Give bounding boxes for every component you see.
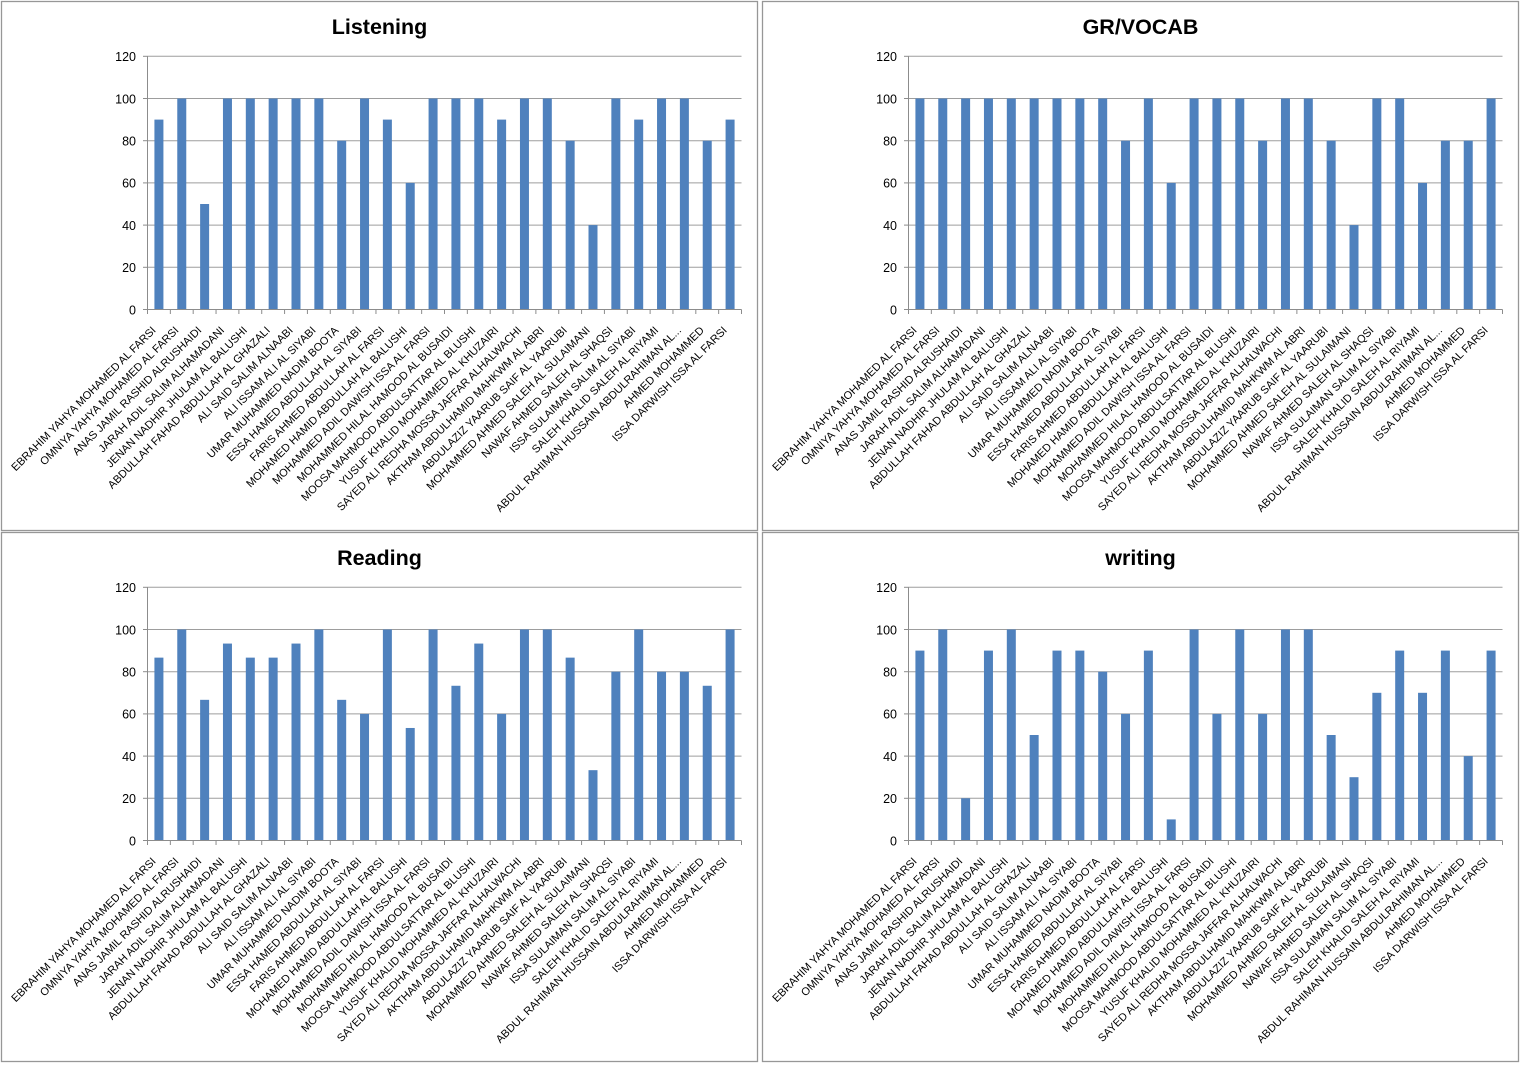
svg-text:100: 100 (876, 623, 897, 637)
svg-text:120: 120 (115, 581, 136, 595)
svg-text:20: 20 (883, 792, 897, 806)
svg-text:40: 40 (883, 219, 897, 233)
svg-text:100: 100 (115, 623, 136, 637)
svg-text:0: 0 (890, 834, 897, 848)
svg-text:40: 40 (883, 750, 897, 764)
svg-text:60: 60 (122, 708, 136, 722)
svg-text:20: 20 (883, 261, 897, 275)
svg-text:80: 80 (883, 666, 897, 680)
svg-text:GR/VOCAB: GR/VOCAB (1083, 15, 1199, 39)
svg-text:60: 60 (122, 177, 136, 191)
svg-text:60: 60 (883, 177, 897, 191)
svg-text:Listening: Listening (332, 15, 428, 39)
svg-text:writing: writing (1104, 546, 1175, 570)
svg-text:Reading: Reading (337, 546, 422, 570)
svg-text:80: 80 (122, 666, 136, 680)
svg-text:120: 120 (115, 50, 136, 64)
svg-text:120: 120 (876, 50, 897, 64)
svg-text:20: 20 (122, 792, 136, 806)
svg-text:100: 100 (115, 92, 136, 106)
svg-text:0: 0 (129, 834, 136, 848)
svg-text:0: 0 (890, 303, 897, 317)
svg-text:20: 20 (122, 261, 136, 275)
svg-text:120: 120 (876, 581, 897, 595)
svg-text:40: 40 (122, 750, 136, 764)
svg-text:100: 100 (876, 92, 897, 106)
svg-text:80: 80 (883, 135, 897, 149)
svg-text:80: 80 (122, 135, 136, 149)
svg-text:0: 0 (129, 303, 136, 317)
svg-text:60: 60 (883, 708, 897, 722)
svg-text:40: 40 (122, 219, 136, 233)
